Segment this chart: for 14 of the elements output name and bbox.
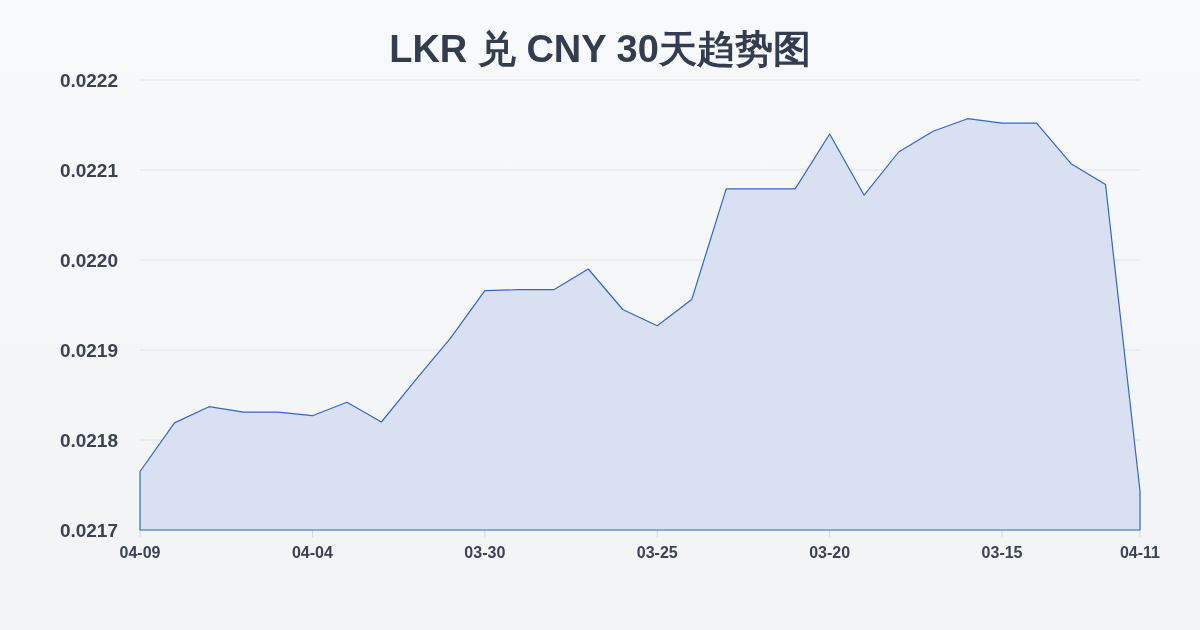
x-tick-label: 04-11 (1119, 544, 1161, 561)
x-tick-label: 03-30 (464, 544, 506, 561)
x-tick-label: 04-09 (119, 544, 161, 561)
x-tick-label: 03-15 (981, 544, 1023, 561)
y-tick-label: 0.0220 (59, 249, 118, 271)
chart-title: LKR 兑 CNY 30天趋势图 (389, 28, 811, 70)
y-tick-label: 0.0219 (59, 339, 118, 361)
y-tick-label: 0.0221 (59, 159, 119, 181)
x-tick-label: 03-20 (809, 544, 851, 561)
y-tick-label: 0.0217 (59, 519, 118, 541)
y-tick-label: 0.0218 (59, 429, 118, 451)
x-tick-label: 04-04 (291, 544, 333, 561)
y-tick-label: 0.0222 (59, 69, 118, 91)
x-tick-label: 03-25 (636, 544, 678, 561)
